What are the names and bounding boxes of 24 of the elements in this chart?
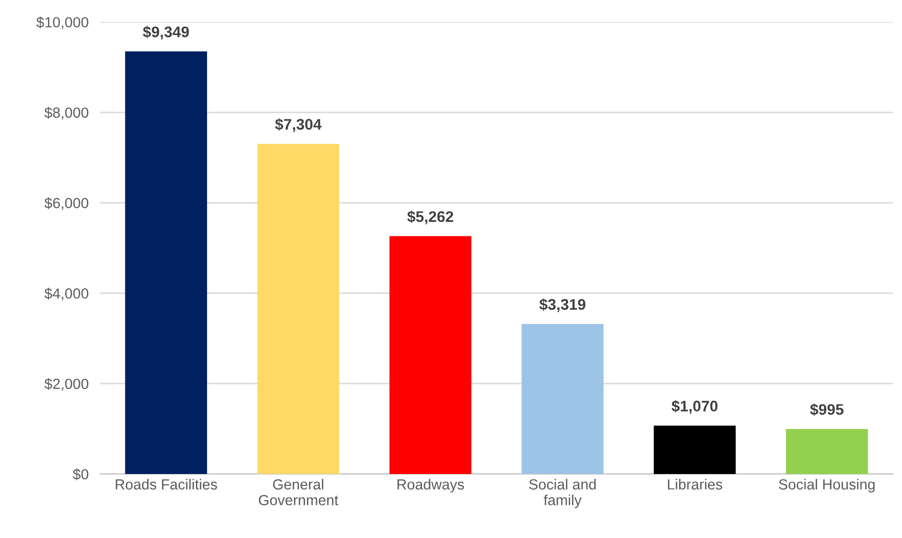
y-tick-label: $8,000 <box>44 106 88 120</box>
x-tick-label: Libraries <box>668 478 722 490</box>
data-label: $995 <box>810 403 844 416</box>
data-label: $9,349 <box>142 26 189 40</box>
x-tick-label: Roadways <box>398 478 464 492</box>
data-label: $7,304 <box>275 118 322 132</box>
bar <box>786 429 868 474</box>
x-tick-label: Roads Facilities <box>116 478 218 490</box>
data-label: $5,262 <box>407 210 454 224</box>
y-tick-label: $0 <box>72 468 88 480</box>
bar <box>125 51 208 474</box>
bar <box>389 236 472 474</box>
x-tick-label: General Government <box>258 478 338 506</box>
x-tick-label: Social Housing <box>778 478 875 492</box>
bar <box>522 324 604 474</box>
data-label: $1,070 <box>672 400 718 414</box>
y-tick-label: $2,000 <box>44 378 88 391</box>
x-tick-label: Social and family <box>529 478 596 508</box>
data-label: $3,319 <box>539 298 586 312</box>
y-tick-label: $6,000 <box>44 197 88 210</box>
y-tick-label: $10,000 <box>36 16 88 30</box>
y-tick-label: $4,000 <box>44 288 88 300</box>
bar <box>654 426 736 474</box>
bar <box>257 144 340 474</box>
